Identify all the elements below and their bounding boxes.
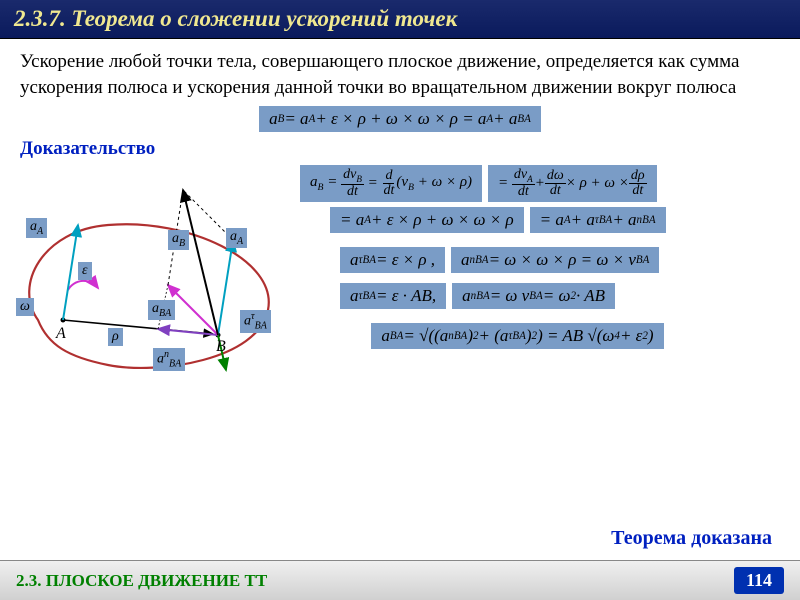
main-equation: aB = aA + ε × ρ + ω × ω × ρ = aA + aBA [259,106,541,132]
eq-5: aBA = √((anBA)2 + (aτBA)2) = AB √(ω4 + ε… [371,323,663,349]
label-epsilon: ε [78,262,92,280]
eq-1b: = dvAdt + dωdt × ρ + ω × dρdt [488,165,657,202]
label-aBA-n: anBA [153,348,185,370]
label-aA-right: aA [226,228,247,248]
label-A: A [56,325,66,343]
label-B: B [216,338,226,356]
eq-4b: anBA = ω vBA = ω2 · AB [452,283,615,309]
proved-label: Теорема доказана [611,527,772,550]
footer-section: 2.3. ПЛОСКОЕ ДВИЖЕНИЕ ТТ [16,571,267,591]
page-number: 114 [734,567,784,594]
proof-heading: Доказательство [0,138,800,160]
eq-row-3: aτBA = ε × ρ , anBA = ω × ω × ρ = ω × vB… [340,247,795,273]
label-omega: ω [16,298,34,316]
eq-3b: anBA = ω × ω × ρ = ω × vBA [451,247,659,273]
eq-4a: aτBA = ε · AB, [340,283,446,309]
slide-title: 2.3.7. Теорема о сложении ускорений точе… [0,0,800,39]
eq-row-5: aBA = √((anBA)2 + (aτBA)2) = AB √(ω4 + ε… [240,323,795,349]
content-area: aA ε ω A ρ aB aA aBA anBA aτBA B aB = dv… [0,160,800,470]
eq-2a: = aA + ε × ρ + ω × ω × ρ [330,207,524,233]
eq-1a: aB = dvBdt = ddt (vB + ω × ρ) [300,165,482,202]
eq-row-4: aτBA = ε · AB, anBA = ω vBA = ω2 · AB [340,283,795,309]
equations-block: aB = dvBdt = ddt (vB + ω × ρ) = dvAdt + … [300,160,795,354]
eq-row-1: aB = dvBdt = ddt (vB + ω × ρ) = dvAdt + … [300,165,795,202]
eq-2b: = aA + aτBA + anBA [530,207,666,233]
theorem-statement: Ускорение любой точки тела, совершающего… [0,39,800,104]
footer-bar: 2.3. ПЛОСКОЕ ДВИЖЕНИЕ ТТ 114 [0,560,800,600]
eq-3a: aτBA = ε × ρ , [340,247,445,273]
label-rho: ρ [108,328,123,346]
label-aBA: aBA [148,300,175,320]
label-aB: aB [168,230,189,250]
eq-row-2: = aA + ε × ρ + ω × ω × ρ = aA + aτBA + a… [330,207,795,233]
label-aA-left: aA [26,218,47,238]
main-equation-row: aB = aA + ε × ρ + ω × ω × ρ = aA + aBA [0,106,800,132]
